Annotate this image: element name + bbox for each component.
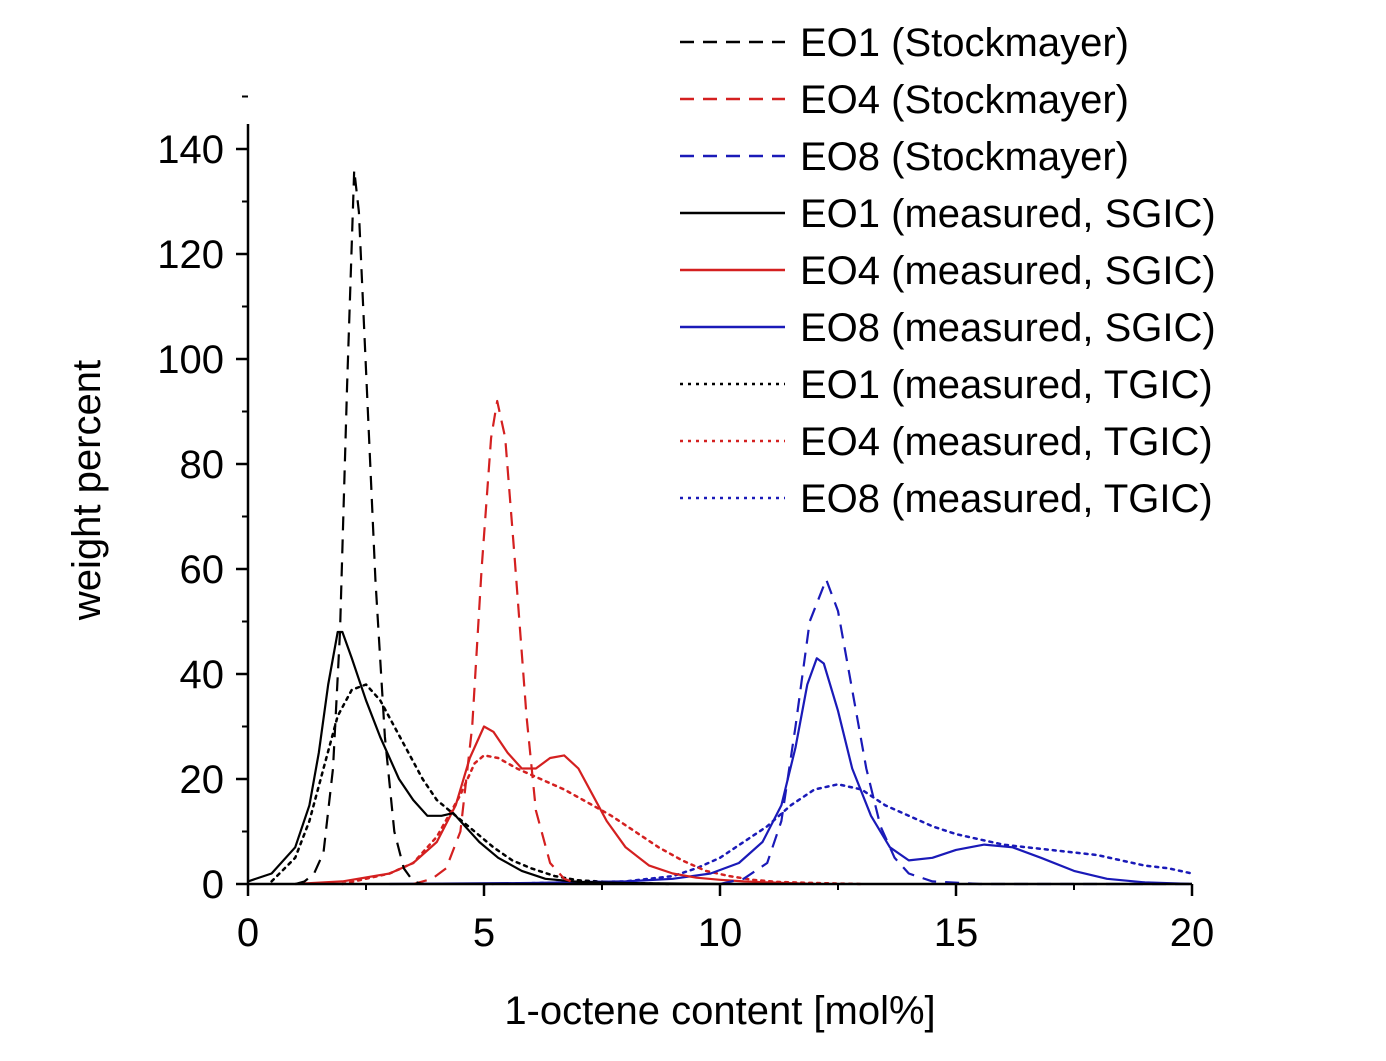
y-tick-label: 0: [202, 863, 224, 907]
series-line: [412, 399, 579, 886]
series-line: [294, 168, 423, 886]
legend-label: EO1 (Stockmayer): [800, 21, 1129, 65]
legend-label: EO8 (measured, TGIC): [800, 477, 1213, 521]
y-tick-label: 80: [180, 443, 225, 487]
x-tick-label: 5: [473, 911, 495, 955]
legend-label: EO8 (measured, SGIC): [800, 306, 1216, 350]
plot-area: [247, 168, 1194, 886]
y-axis-title: weight percent: [65, 360, 109, 621]
y-tick-label: 120: [157, 233, 224, 277]
series-line: [719, 578, 1192, 886]
y-tick-label: 100: [157, 338, 224, 382]
series-line: [341, 754, 863, 886]
x-tick-label: 0: [237, 911, 259, 955]
legend-label: EO1 (measured, TGIC): [800, 363, 1213, 407]
legend-label: EO1 (measured, SGIC): [800, 192, 1216, 236]
legend-label: EO4 (measured, TGIC): [800, 420, 1213, 464]
legend-label: EO4 (Stockmayer): [800, 78, 1129, 122]
series-line: [389, 657, 1193, 886]
x-tick-label: 20: [1170, 911, 1215, 955]
y-tick-label: 20: [180, 758, 225, 802]
x-tick-label: 15: [934, 911, 979, 955]
series-line: [295, 725, 815, 886]
x-tick-label: 10: [698, 911, 743, 955]
series-line: [482, 783, 1194, 886]
x-axis: 0 5 10 15 20: [237, 882, 1215, 955]
y-tick-label: 60: [180, 548, 225, 592]
y-tick-label: 40: [180, 653, 225, 697]
series-line: [270, 683, 675, 886]
legend-label: EO4 (measured, SGIC): [800, 249, 1216, 293]
x-axis-title: 1-octene content [mol%]: [504, 989, 935, 1033]
series-line: [247, 630, 721, 886]
legend: EO1 (Stockmayer) EO4 (Stockmayer) EO8 (Sto…: [680, 21, 1216, 521]
y-axis: 0 20 40 60 80 100 120 140: [157, 95, 250, 907]
y-tick-label: 140: [157, 128, 224, 172]
legend-label: EO8 (Stockmayer): [800, 135, 1129, 179]
